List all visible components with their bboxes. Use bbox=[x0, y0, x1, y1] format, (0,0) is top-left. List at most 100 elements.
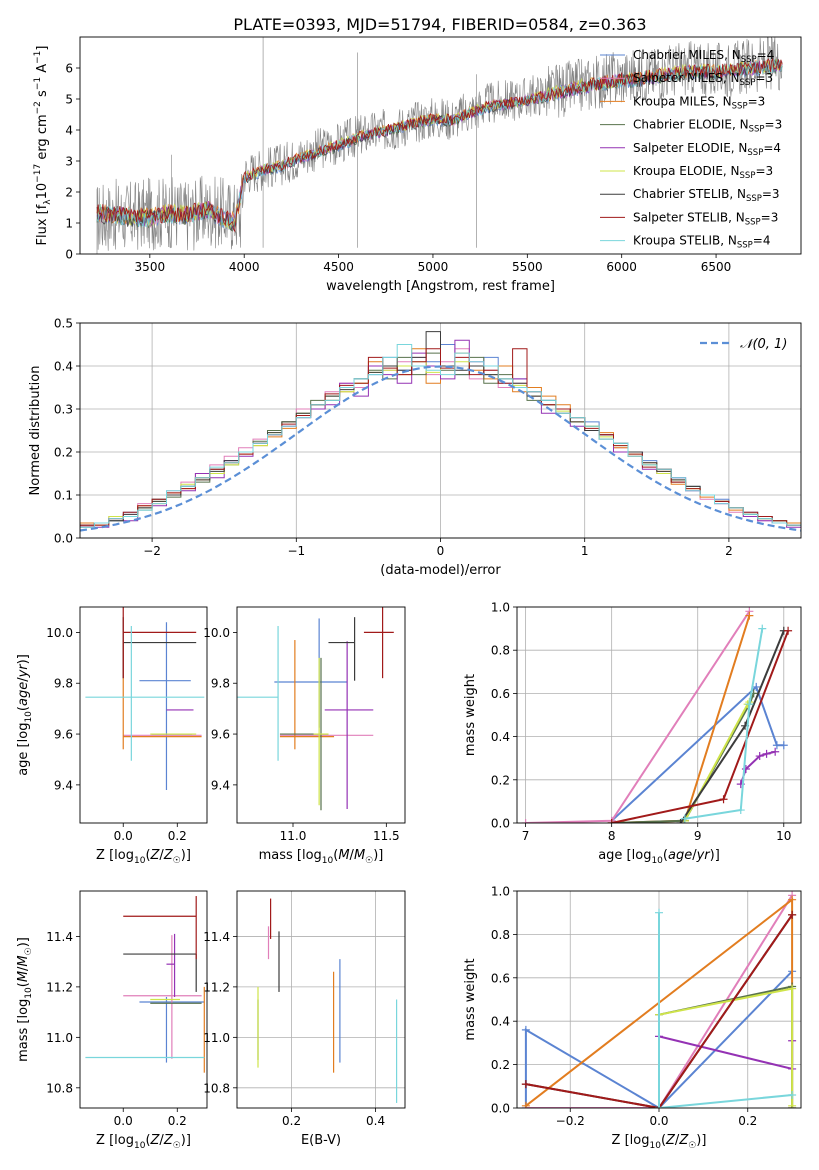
x-tick-label: 9 bbox=[694, 829, 702, 843]
y-tick-label: 11.2 bbox=[46, 980, 73, 994]
label-part: )] bbox=[16, 654, 31, 664]
y-tick-label: 9.8 bbox=[54, 677, 73, 691]
weight-marker bbox=[788, 984, 797, 993]
label-part: λ bbox=[43, 199, 53, 205]
y-tick-label: 0.6 bbox=[491, 687, 510, 701]
x-tick-label: 11.5 bbox=[373, 829, 400, 843]
x-tick-label: 11.0 bbox=[280, 829, 307, 843]
label-part: ☉ bbox=[688, 1141, 696, 1151]
y-tick-label: 11.4 bbox=[203, 930, 230, 944]
weight-line bbox=[524, 970, 793, 1108]
legend-entry-tail: =3 bbox=[755, 71, 773, 85]
x-tick-label: 6000 bbox=[606, 260, 637, 274]
y-tick-label: 0.1 bbox=[54, 489, 73, 503]
label-part: )] bbox=[181, 1133, 191, 1148]
mass-vs-Z-x-label: Z [log10(Z/Z☉)] bbox=[96, 1133, 191, 1151]
weight-line bbox=[525, 610, 751, 823]
x-tick-label: −0.2 bbox=[556, 1114, 585, 1128]
plots-layer: 3500 4000 4500 5000 5500 6000 6500 0 1 2 3 4 5 6 wavel… bbox=[16, 36, 802, 1151]
y-tick-label: 1 bbox=[65, 217, 73, 231]
axes-spectrum: 3500 4000 4500 5000 5500 6000 6500 0 1 2 3 4 5 6 bbox=[65, 62, 731, 275]
label-part: Z [log bbox=[96, 848, 134, 863]
label-part: age bbox=[668, 848, 692, 863]
y-tick-label: 0.5 bbox=[54, 317, 73, 331]
weight-line bbox=[684, 628, 764, 820]
label-part: ( bbox=[145, 1133, 150, 1148]
weight-marker bbox=[771, 747, 780, 756]
label-part: ( bbox=[333, 848, 338, 863]
legend-entry-text: Chabrier STELIB, N bbox=[633, 187, 746, 201]
label-part: )] bbox=[181, 848, 191, 863]
weight-marker bbox=[784, 626, 793, 635]
x-tick-label: 0.0 bbox=[114, 829, 133, 843]
spectrum-x-label: wavelength [Angstrom, rest frame] bbox=[326, 279, 555, 294]
x-tick-label: 0.0 bbox=[114, 1114, 133, 1128]
label-part: / bbox=[692, 848, 697, 863]
legend-entry: Chabrier MILES, NSSP=4 bbox=[633, 48, 774, 65]
label-part: Z bbox=[150, 1133, 161, 1148]
label-part: age [log bbox=[598, 848, 651, 863]
legend-entry-text: Chabrier ELODIE, N bbox=[633, 118, 749, 132]
weight-vs-Z-x-label: Z [log10(Z/Z☉)] bbox=[612, 1133, 707, 1151]
age-vs-Z-y-label: age [log10(age/yr)] bbox=[16, 654, 34, 776]
age_vs_Z-errorbars bbox=[85, 607, 205, 790]
y-tick-label: 0 bbox=[65, 248, 73, 262]
label-part: Z bbox=[163, 1133, 174, 1148]
label-part: / bbox=[159, 1133, 164, 1148]
weight-line bbox=[525, 894, 793, 1108]
x-tick-label: 0.2 bbox=[168, 829, 187, 843]
weight_vs_Z-lines bbox=[521, 891, 797, 1108]
y-tick-label: 11.0 bbox=[203, 1031, 230, 1045]
label-part: )] bbox=[16, 937, 31, 947]
x-tick-label: 0 bbox=[437, 544, 445, 558]
mass_vs_Z-errorbars bbox=[85, 896, 205, 1073]
axes-frame-spectrum bbox=[79, 36, 802, 255]
legend-entry: Salpeter MILES, NSSP=3 bbox=[633, 71, 773, 88]
label-part: M bbox=[16, 971, 31, 982]
label-part: / bbox=[159, 848, 164, 863]
weight-marker bbox=[607, 819, 616, 823]
axes-frame-weight_vs_Z bbox=[516, 890, 802, 1109]
y-tick-label: 0.4 bbox=[491, 730, 510, 744]
label-part: )] bbox=[710, 848, 720, 863]
legend-entry-tail: =4 bbox=[757, 48, 775, 62]
label-part: Z [log bbox=[612, 1133, 650, 1148]
label-part: ☉ bbox=[173, 856, 181, 866]
axes-weight_vs_age: 7 8 9 10 0.0 0.2 0.4 0.6 0.8 1.0 bbox=[491, 601, 801, 843]
y-tick-label: 10.0 bbox=[203, 626, 230, 640]
figure-title: PLATE=0393, MJD=51794, FIBERID=0584, z=0… bbox=[233, 15, 646, 34]
axes-mass_vs_Z: 0.0 0.2 10.8 11.0 11.2 11.4 bbox=[46, 930, 187, 1128]
axes-mass_vs_ebv: 0.2 0.4 10.8 11.0 11.2 11.4 bbox=[203, 891, 405, 1128]
weight-marker bbox=[755, 752, 764, 761]
label-part: ( bbox=[663, 848, 668, 863]
y-tick-label: 9.6 bbox=[211, 728, 230, 742]
weight-marker bbox=[762, 749, 771, 758]
label-part: 10 bbox=[649, 1141, 661, 1151]
label-part: / bbox=[675, 1133, 680, 1148]
weight-marker bbox=[758, 624, 767, 633]
weight-line bbox=[658, 912, 793, 1108]
x-tick-label: 0.0 bbox=[649, 1114, 668, 1128]
weight-marker bbox=[779, 741, 788, 750]
label-part: Z bbox=[678, 1133, 689, 1148]
gaussian-curve bbox=[80, 365, 801, 532]
y-tick-label: 4 bbox=[65, 124, 73, 138]
weight-marker bbox=[655, 908, 663, 917]
y-tick-label: 11.2 bbox=[203, 980, 230, 994]
label-part: Z bbox=[163, 848, 174, 863]
axes-weight_vs_Z: −0.2 0.0 0.2 0.0 0.2 0.4 0.6 0.8 1.0 bbox=[491, 885, 801, 1128]
x-tick-label: 5500 bbox=[512, 260, 543, 274]
x-tick-label: 0.4 bbox=[366, 1114, 385, 1128]
x-tick-label: 8 bbox=[608, 829, 616, 843]
y-tick-label: 0.3 bbox=[54, 403, 73, 417]
label-part: 10 bbox=[134, 856, 146, 866]
axes-frame-mass_vs_Z bbox=[79, 890, 208, 1109]
x-tick-label: 6500 bbox=[701, 260, 732, 274]
y-tick-label: 0.0 bbox=[491, 817, 510, 831]
legend-entry: Chabrier STELIB, NSSP=3 bbox=[633, 187, 780, 204]
label-part: 10 bbox=[35, 183, 50, 200]
weight-vs-age-x-label: age [log10(age/yr)] bbox=[598, 848, 720, 866]
legend-entry-sub: SSP bbox=[737, 241, 753, 251]
age-vs-mass-x-label: mass [log10(M/M☉)] bbox=[259, 848, 384, 866]
